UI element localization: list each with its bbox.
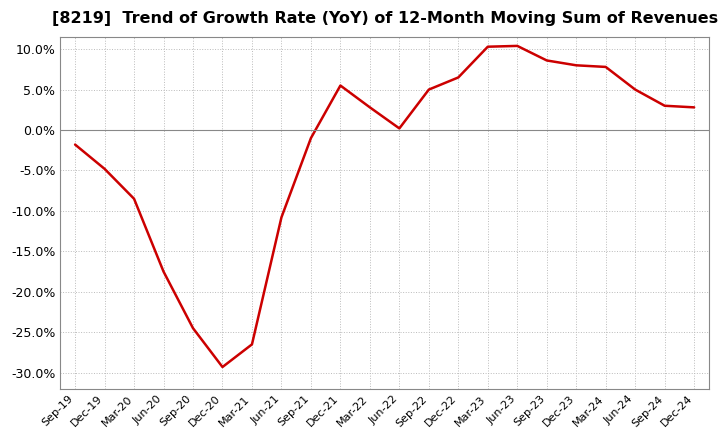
Title: [8219]  Trend of Growth Rate (YoY) of 12-Month Moving Sum of Revenues: [8219] Trend of Growth Rate (YoY) of 12-… xyxy=(52,11,718,26)
